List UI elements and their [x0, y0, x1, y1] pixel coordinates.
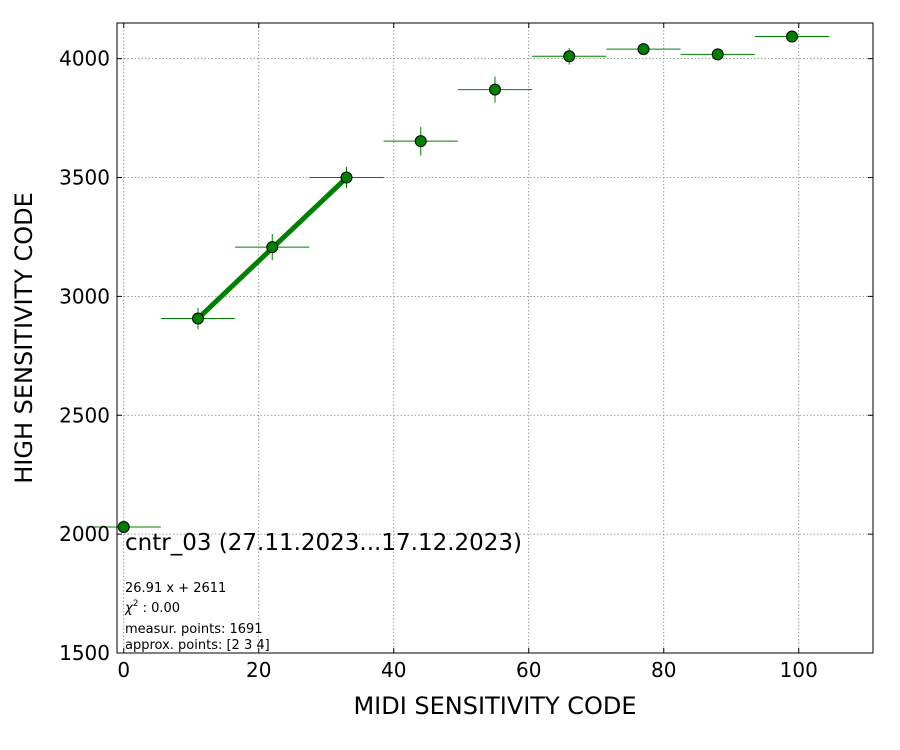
x-tick-label: 20 — [246, 658, 271, 682]
data-point — [160, 307, 236, 330]
data-points — [86, 30, 830, 533]
point-marker — [266, 241, 279, 254]
y-tick-label: 1500 — [59, 641, 110, 665]
y-tick-label: 2000 — [59, 522, 110, 546]
chi2-exponent: 2 — [133, 599, 139, 609]
data-point — [86, 521, 161, 533]
annotation-equation: 26.91 x + 2611 — [125, 581, 226, 596]
point-marker — [340, 171, 353, 184]
x-tick-label: 60 — [516, 658, 541, 682]
point-marker — [117, 521, 130, 533]
annotation-approx-points: approx. points: [2 3 4] — [125, 638, 270, 653]
y-tick-label: 3500 — [59, 166, 110, 190]
x-tick-label: 40 — [381, 658, 406, 682]
x-tick-label: 0 — [117, 658, 130, 682]
point-marker — [192, 312, 204, 325]
point-marker — [786, 30, 798, 43]
annotation-chi2: χ2 : 0.00 — [124, 599, 180, 616]
axis-ticks: 0 20 40 60 80 100 1500 2000 2500 3000 3500 4000 — [59, 23, 873, 682]
data-point — [383, 126, 458, 156]
y-tick-label: 2500 — [59, 403, 110, 427]
x-axis-title: MIDI SENSITIVITY CODE — [353, 692, 636, 720]
point-marker — [711, 48, 724, 61]
x-tick-label: 80 — [651, 658, 676, 682]
data-point — [235, 234, 310, 261]
plot-frame — [116, 22, 874, 654]
data-point — [532, 47, 607, 65]
point-marker — [489, 83, 501, 96]
grid — [117, 23, 873, 654]
chi2-symbol: χ — [124, 601, 134, 616]
point-marker — [563, 50, 576, 63]
y-tick-label: 4000 — [59, 47, 110, 71]
y-tick-label: 3000 — [59, 284, 110, 308]
point-marker — [414, 135, 427, 148]
data-point — [457, 76, 533, 103]
annotation-main: cntr_03 (27.11.2023...17.12.2023) — [125, 530, 522, 556]
y-axis-title: HIGH SENSITIVITY CODE — [10, 192, 38, 484]
data-point — [606, 43, 681, 56]
x-tick-label: 100 — [780, 658, 818, 682]
data-point — [680, 48, 755, 61]
data-point — [754, 30, 830, 43]
point-marker — [637, 43, 650, 56]
annotation-measurement-points: measur. points: 1691 — [125, 622, 263, 637]
chi2-value: : 0.00 — [138, 601, 180, 616]
data-point — [309, 166, 384, 189]
